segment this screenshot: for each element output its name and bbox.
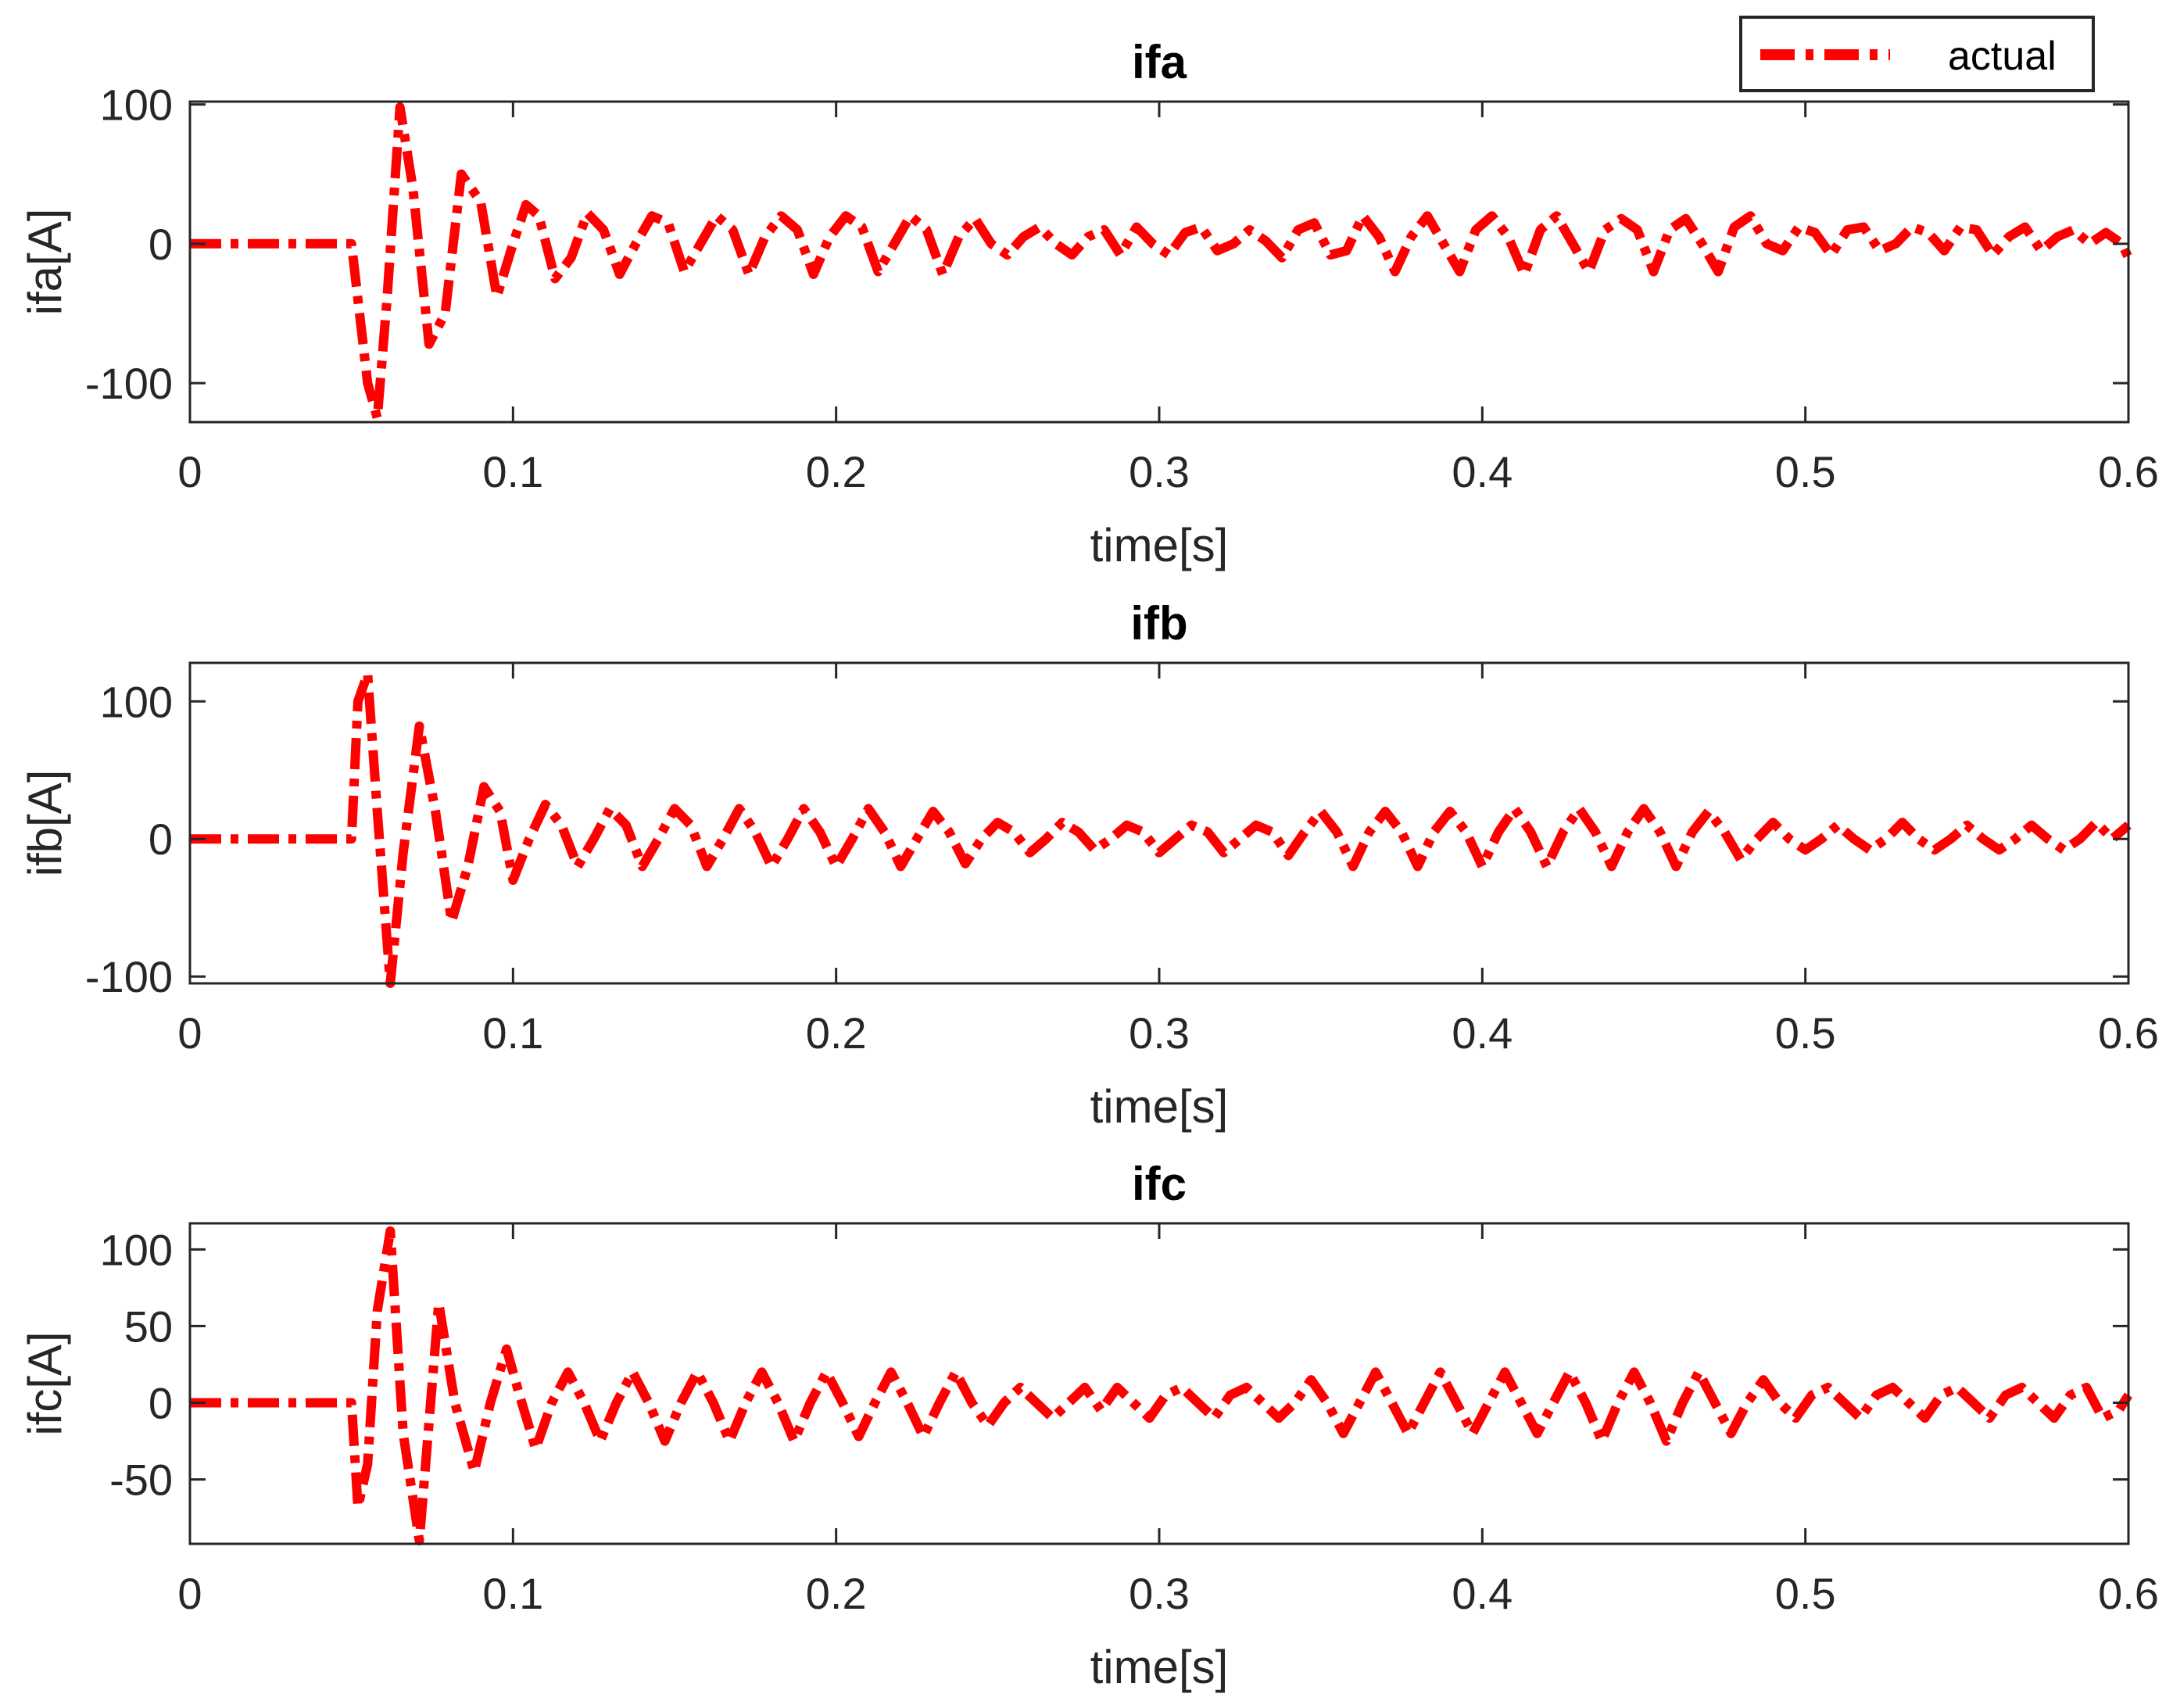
y-axis-label: ifc[A] xyxy=(19,1331,71,1435)
x-tick-label: 0.2 xyxy=(806,447,867,496)
x-tick-label: 0.5 xyxy=(1775,447,1836,496)
y-tick-label: -100 xyxy=(85,359,173,408)
plot-title: ifb xyxy=(1130,597,1187,650)
legend-box xyxy=(1739,16,2095,92)
x-tick-label: 0.1 xyxy=(482,447,543,496)
subplot-ifb: 0 0.1 0.2 0.3 0.4 0.5 0.61000-100ifbtime[s]ifb… xyxy=(19,597,2159,1133)
y-axis-label: ifb[A] xyxy=(19,770,71,877)
x-tick-label: 0 xyxy=(177,447,202,496)
plot-area xyxy=(188,661,2130,985)
series-line-actual xyxy=(190,1226,2133,1546)
x-axis-label: time[s] xyxy=(1090,1080,1229,1133)
x-tick-label: 0 xyxy=(177,1569,202,1618)
y-tick-label: 0 xyxy=(149,1379,173,1428)
x-tick-label: 0.5 xyxy=(1775,1008,1836,1058)
series-line-actual xyxy=(190,669,2132,988)
y-tick-label: 100 xyxy=(100,1225,173,1274)
x-tick-label: 0.4 xyxy=(1452,1569,1513,1618)
y-tick-label: -50 xyxy=(109,1456,173,1505)
x-axis-label: time[s] xyxy=(1090,1641,1229,1693)
y-tick-label: 0 xyxy=(149,815,173,864)
x-tick-label: 0.3 xyxy=(1129,1008,1190,1058)
x-tick-label: 0.4 xyxy=(1452,1008,1513,1058)
series-line-actual xyxy=(190,102,2133,423)
subplot-ifa: 0 0.1 0.2 0.3 0.4 0.5 0.61000-100ifatime[s]ifa… xyxy=(19,36,2159,571)
plot-title: ifc xyxy=(1132,1158,1187,1210)
subplot-ifc: 0 0.1 0.2 0.3 0.4 0.5 0.6 100 50 0 -50 ifc time[s] if… xyxy=(19,1158,2159,1693)
x-tick-label: 0.1 xyxy=(482,1008,543,1058)
plot-title: ifa xyxy=(1132,36,1187,88)
legend-label: actual xyxy=(1948,34,2057,79)
legend: actual xyxy=(1739,16,2095,92)
plot-area xyxy=(188,100,2130,424)
x-tick-label: 0.6 xyxy=(2098,447,2159,496)
x-tick-label: 0.2 xyxy=(806,1008,867,1058)
x-tick-label: 0.6 xyxy=(2098,1008,2159,1058)
y-axis-label: ifa[A] xyxy=(19,209,71,316)
x-tick-label: 0.4 xyxy=(1452,447,1513,496)
x-tick-label: 0 xyxy=(177,1008,202,1058)
y-tick-label: 50 xyxy=(124,1302,173,1351)
x-tick-label: 0.2 xyxy=(806,1569,867,1618)
x-tick-label: 0.6 xyxy=(2098,1569,2159,1618)
x-tick-label: 0.3 xyxy=(1129,1569,1190,1618)
plot-area xyxy=(188,1222,2130,1545)
y-tick-label: 100 xyxy=(100,677,173,726)
x-tick-label: 0.3 xyxy=(1129,447,1190,496)
y-tick-label: 100 xyxy=(100,81,173,130)
y-tick-label: -100 xyxy=(85,952,173,1001)
x-tick-label: 0.5 xyxy=(1775,1569,1836,1618)
x-axis-label: time[s] xyxy=(1090,519,1229,571)
y-tick-label: 0 xyxy=(149,220,173,269)
x-tick-label: 0.1 xyxy=(482,1569,543,1618)
